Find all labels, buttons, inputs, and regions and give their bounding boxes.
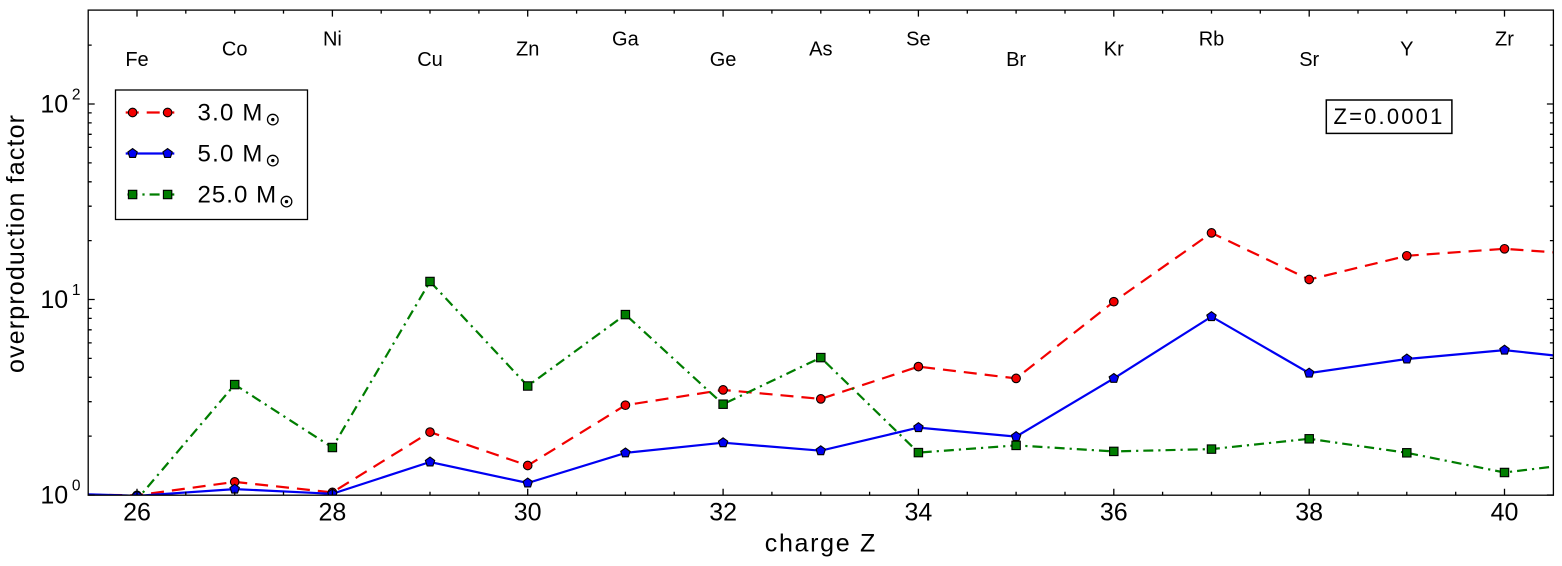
svg-text:Y: Y (1400, 39, 1413, 61)
svg-text:38: 38 (1295, 499, 1323, 527)
svg-text:Zn: Zn (516, 39, 539, 61)
svg-text:Cu: Cu (417, 49, 443, 71)
svg-text:overproduction factor: overproduction factor (2, 115, 30, 373)
svg-text:10: 10 (40, 91, 68, 119)
svg-text:Fe: Fe (125, 49, 148, 71)
svg-text:Ge: Ge (710, 49, 737, 71)
svg-text:34: 34 (904, 499, 932, 527)
svg-text:Rb: Rb (1199, 29, 1225, 51)
svg-text:Z=0.0001: Z=0.0001 (1333, 104, 1442, 129)
svg-text:Sr: Sr (1299, 49, 1319, 71)
svg-text:Zr: Zr (1495, 29, 1514, 51)
svg-text:5.0 M: 5.0 M (198, 140, 263, 167)
svg-text:Ni: Ni (323, 29, 342, 51)
svg-text:Ga: Ga (612, 29, 640, 51)
svg-text:10: 10 (40, 482, 68, 510)
svg-text:40: 40 (1491, 499, 1519, 527)
svg-text:10: 10 (40, 286, 68, 314)
svg-text:Kr: Kr (1104, 39, 1124, 61)
svg-text:Se: Se (906, 29, 930, 51)
svg-text:Co: Co (222, 39, 248, 61)
svg-text:1: 1 (72, 282, 81, 299)
svg-text:0: 0 (72, 478, 81, 495)
svg-text:Br: Br (1006, 49, 1026, 71)
svg-text:As: As (809, 39, 832, 61)
svg-text:32: 32 (709, 499, 737, 527)
svg-text:charge Z: charge Z (765, 530, 876, 558)
svg-text:2: 2 (72, 87, 81, 104)
svg-text:3.0 M: 3.0 M (198, 99, 263, 126)
svg-text:26: 26 (123, 499, 151, 527)
svg-text:36: 36 (1100, 499, 1128, 527)
svg-text:28: 28 (318, 499, 346, 527)
svg-text:25.0 M: 25.0 M (198, 181, 277, 208)
svg-text:30: 30 (514, 499, 542, 527)
